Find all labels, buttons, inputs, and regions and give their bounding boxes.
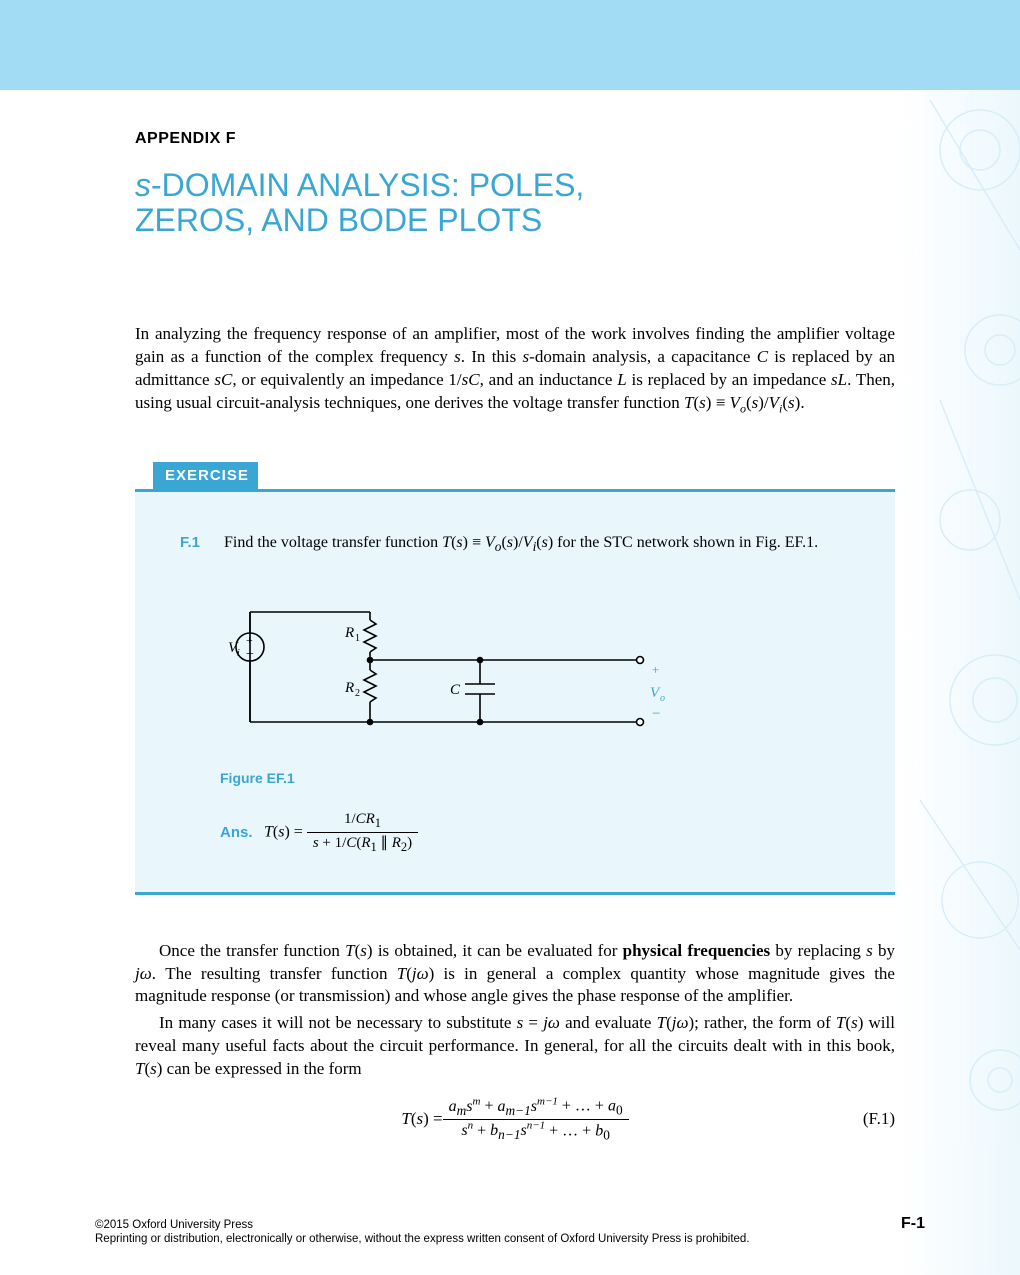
restriction-line: Reprinting or distribution, electronical… [95,1233,925,1245]
eq-numerator: amsm + am−1sm−1 + … + a0 [443,1095,629,1119]
svg-text:2: 2 [355,688,360,699]
svg-text:R: R [344,625,354,641]
eq-denominator: sn + bn−1sn−1 + … + b0 [443,1119,629,1144]
svg-text:1: 1 [355,633,360,644]
svg-text:C: C [450,682,461,698]
exercise-body: F.1 Find the voltage transfer function T… [135,492,895,892]
equation-number: (F.1) [863,1109,895,1129]
appendix-label: APPENDIX F [135,130,895,148]
circuit-diagram: V i + − R 1 R 2 C + V o − [220,582,860,759]
exercise-box: EXERCISE F.1 Find the voltage transfer f… [135,462,895,895]
paragraph-2: Once the transfer function T(s) is obtai… [135,940,895,1009]
figure-label: Figure EF.1 [220,769,860,789]
top-color-band [0,0,1020,90]
answer-label: Ans. [220,822,260,843]
paragraph-3: In many cases it will not be necessary t… [135,1012,895,1081]
svg-text:i: i [237,648,240,659]
exercise-rule-bottom [135,892,895,895]
svg-text:−: − [652,706,660,722]
exercise-prompt: Find the voltage transfer function T(s) … [224,532,844,557]
chapter-title: s-DOMAIN ANALYSIS: POLES, ZEROS, AND BOD… [135,168,895,238]
svg-text:−: − [246,647,254,662]
svg-text:R: R [344,680,354,696]
title-line1-rest: -DOMAIN ANALYSIS: POLES, [151,167,584,203]
intro-paragraph: In analyzing the frequency response of a… [135,323,895,416]
exercise-header: EXERCISE [153,462,258,489]
page-footer: F-1 ©2015 Oxford University Press Reprin… [95,1219,925,1245]
svg-text:+: + [246,633,253,647]
side-watermark [900,0,1020,1275]
exercise-number: F.1 [180,532,220,553]
answer-row: Ans. T(s) = 1/CR1 s + 1/C(R1 ∥ R2) [220,809,860,857]
page-number: F-1 [901,1215,925,1233]
title-line2: ZEROS, AND BODE PLOTS [135,202,542,238]
svg-text:o: o [660,693,665,704]
answer-math: T(s) = 1/CR1 s + 1/C(R1 ∥ R2) [264,809,418,857]
copyright-line: ©2015 Oxford University Press [95,1219,925,1231]
page-content: APPENDIX F s-DOMAIN ANALYSIS: POLES, ZER… [135,130,895,1157]
equation-f1: T(s) = amsm + am−1sm−1 + … + a0 sn + bn−… [135,1095,895,1143]
svg-text:+: + [652,662,659,677]
